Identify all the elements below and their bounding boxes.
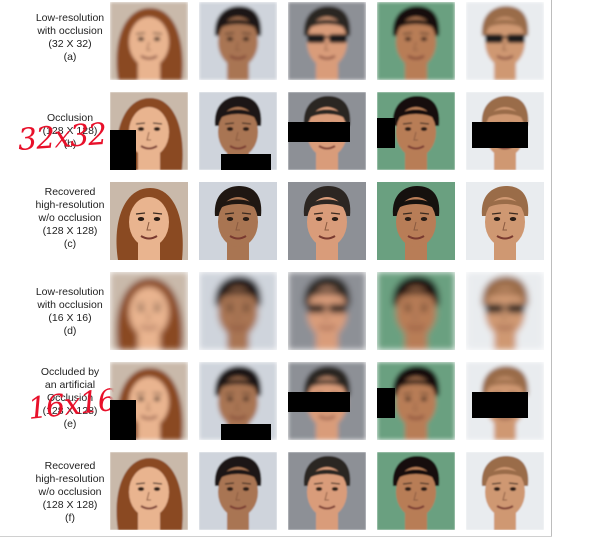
occlusion-box	[221, 154, 271, 170]
face-image	[466, 452, 544, 530]
face-image	[377, 2, 455, 80]
face-image	[377, 362, 455, 440]
face-image	[466, 92, 544, 170]
occlusion-box	[110, 130, 136, 170]
row-label-d: Low-resolution with occlusion (16 X 16) …	[35, 286, 105, 337]
occlusion-box	[377, 118, 395, 148]
face-image	[377, 272, 455, 350]
face-image	[199, 272, 277, 350]
bottom-border-line	[0, 536, 552, 537]
face-image	[110, 2, 188, 80]
row-label-f: Recovered high-resolution w/o occlusion …	[35, 460, 105, 524]
face-image	[199, 362, 277, 440]
face-image	[199, 92, 277, 170]
occlusion-box	[221, 424, 271, 440]
face-image	[466, 272, 544, 350]
face-image	[377, 92, 455, 170]
face-image	[466, 182, 544, 260]
face-image	[110, 362, 188, 440]
row-label-a: Low-resolution with occlusion (32 X 32) …	[35, 12, 105, 63]
face-image	[288, 362, 366, 440]
occlusion-box	[288, 392, 350, 412]
face-image	[288, 2, 366, 80]
occlusion-box	[472, 122, 528, 148]
occlusion-box	[377, 388, 395, 418]
face-image	[288, 452, 366, 530]
face-image	[288, 92, 366, 170]
occlusion-box	[110, 400, 136, 440]
face-image	[199, 182, 277, 260]
face-image	[377, 452, 455, 530]
face-image	[466, 362, 544, 440]
face-image	[288, 272, 366, 350]
face-image	[110, 92, 188, 170]
face-image	[199, 452, 277, 530]
right-border-line	[551, 0, 552, 537]
row-label-c: Recovered high-resolution w/o occlusion …	[35, 186, 105, 250]
occlusion-box	[472, 392, 528, 418]
occlusion-box	[288, 122, 350, 142]
row-label-e: Occluded by an artificial Occlusion (128…	[40, 366, 100, 430]
face-image	[466, 2, 544, 80]
face-image	[110, 452, 188, 530]
row-label-b: Occlusion (128 X 128) (b)	[42, 112, 98, 150]
face-image	[288, 182, 366, 260]
face-image	[377, 182, 455, 260]
face-image	[110, 182, 188, 260]
face-image	[110, 272, 188, 350]
face-image	[199, 2, 277, 80]
annotation-32x32: 32x32	[16, 116, 108, 158]
